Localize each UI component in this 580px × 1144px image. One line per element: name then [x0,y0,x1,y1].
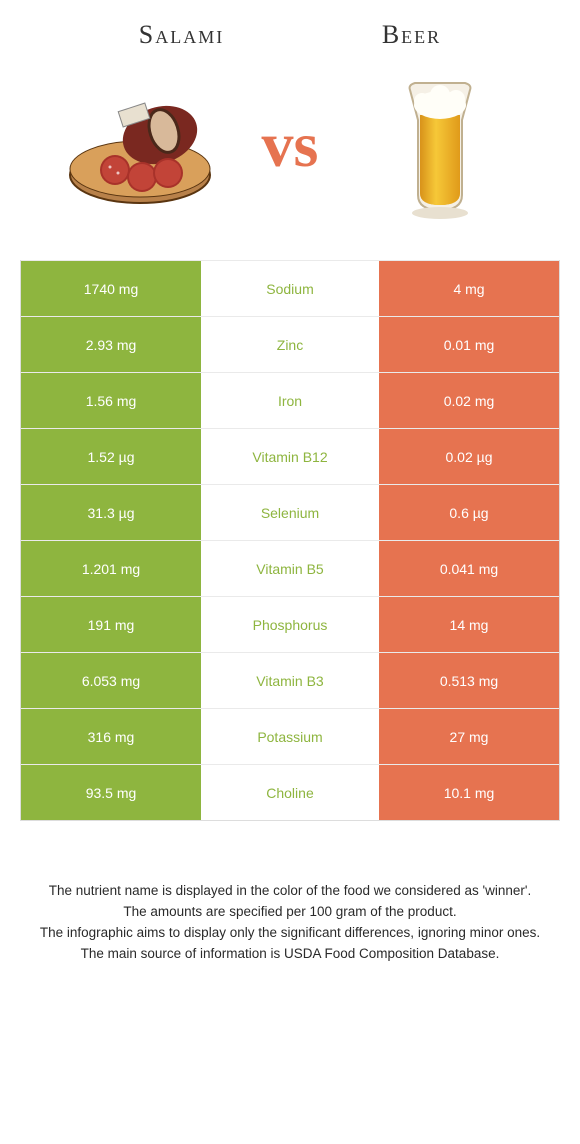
left-value: 6.053 mg [21,653,201,708]
nutrient-name: Vitamin B12 [201,429,379,484]
vs-label: vs [262,108,319,182]
salami-icon [60,65,220,225]
left-value: 1740 mg [21,261,201,316]
table-row: 6.053 mgVitamin B30.513 mg [21,652,559,708]
right-value: 14 mg [379,597,559,652]
nutrient-name: Potassium [201,709,379,764]
nutrient-name: Selenium [201,485,379,540]
header-row: Salami Beer [20,20,560,50]
left-value: 316 mg [21,709,201,764]
nutrient-name: Vitamin B3 [201,653,379,708]
nutrient-name: Choline [201,765,379,820]
table-row: 93.5 mgCholine10.1 mg [21,764,559,820]
left-value: 1.52 µg [21,429,201,484]
table-row: 316 mgPotassium27 mg [21,708,559,764]
nutrient-table: 1740 mgSodium4 mg2.93 mgZinc0.01 mg1.56 … [20,260,560,821]
food-right-title: Beer [382,20,441,50]
nutrient-name: Vitamin B5 [201,541,379,596]
footer-line-1: The nutrient name is displayed in the co… [30,881,550,902]
salami-image [40,60,240,230]
left-value: 31.3 µg [21,485,201,540]
images-row: vs [20,60,560,260]
right-value: 10.1 mg [379,765,559,820]
table-row: 1.56 mgIron0.02 mg [21,372,559,428]
right-value: 0.513 mg [379,653,559,708]
right-value: 0.02 mg [379,373,559,428]
right-value: 0.041 mg [379,541,559,596]
food-left-title: Salami [139,20,224,50]
footer-line-3: The infographic aims to display only the… [30,923,550,944]
left-value: 2.93 mg [21,317,201,372]
table-row: 191 mgPhosphorus14 mg [21,596,559,652]
table-row: 1740 mgSodium4 mg [21,260,559,316]
footer-note: The nutrient name is displayed in the co… [20,881,560,965]
nutrient-name: Iron [201,373,379,428]
table-row: 1.201 mgVitamin B50.041 mg [21,540,559,596]
table-row: 2.93 mgZinc0.01 mg [21,316,559,372]
nutrient-name: Phosphorus [201,597,379,652]
left-value: 1.56 mg [21,373,201,428]
table-row: 31.3 µgSelenium0.6 µg [21,484,559,540]
left-value: 93.5 mg [21,765,201,820]
footer-line-4: The main source of information is USDA F… [30,944,550,965]
right-value: 0.6 µg [379,485,559,540]
table-row: 1.52 µgVitamin B120.02 µg [21,428,559,484]
right-value: 0.02 µg [379,429,559,484]
right-value: 0.01 mg [379,317,559,372]
left-value: 191 mg [21,597,201,652]
footer-line-2: The amounts are specified per 100 gram o… [30,902,550,923]
nutrient-name: Zinc [201,317,379,372]
nutrient-name: Sodium [201,261,379,316]
beer-icon [360,65,520,225]
beer-image [340,60,540,230]
left-value: 1.201 mg [21,541,201,596]
right-value: 27 mg [379,709,559,764]
right-value: 4 mg [379,261,559,316]
